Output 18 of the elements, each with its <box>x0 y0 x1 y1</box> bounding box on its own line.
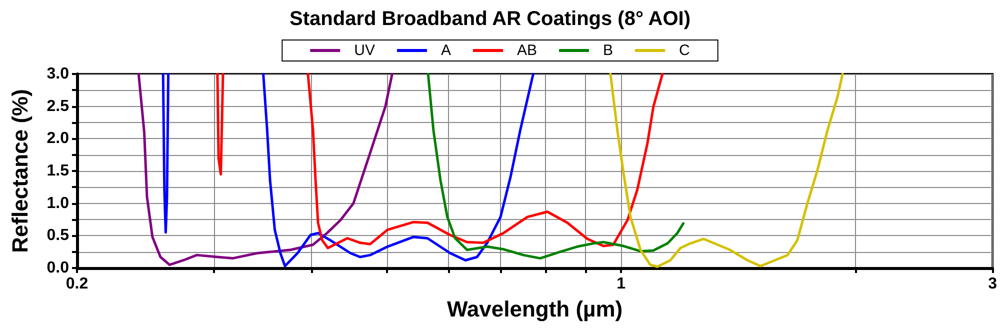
x-tick-label: 1 <box>616 276 626 292</box>
y-tick-label: 0.5 <box>46 227 70 244</box>
chart-title: Standard Broadband AR Coatings (8° AOI) <box>290 8 690 30</box>
y-tick-label: 2.0 <box>46 130 70 148</box>
y-tick-label: 3.0 <box>46 66 70 82</box>
legend-label: C <box>679 42 690 59</box>
y-tick-label: 1.0 <box>46 194 70 212</box>
x-axis-title: Wavelength (µm) <box>446 296 623 322</box>
x-tick-label: 3 <box>988 276 998 292</box>
y-tick-label: 2.5 <box>46 98 70 115</box>
legend-label: B <box>603 42 614 59</box>
legend-label: AB <box>517 42 538 59</box>
y-tick-label: 1.5 <box>46 162 70 180</box>
y-tick-label: 0.0 <box>46 260 70 276</box>
legend-label: UV <box>354 42 375 59</box>
y-axis-title: Reflectance (%) <box>8 89 32 253</box>
legend-label: A <box>440 42 452 59</box>
x-tick-label: 0.2 <box>66 276 88 292</box>
